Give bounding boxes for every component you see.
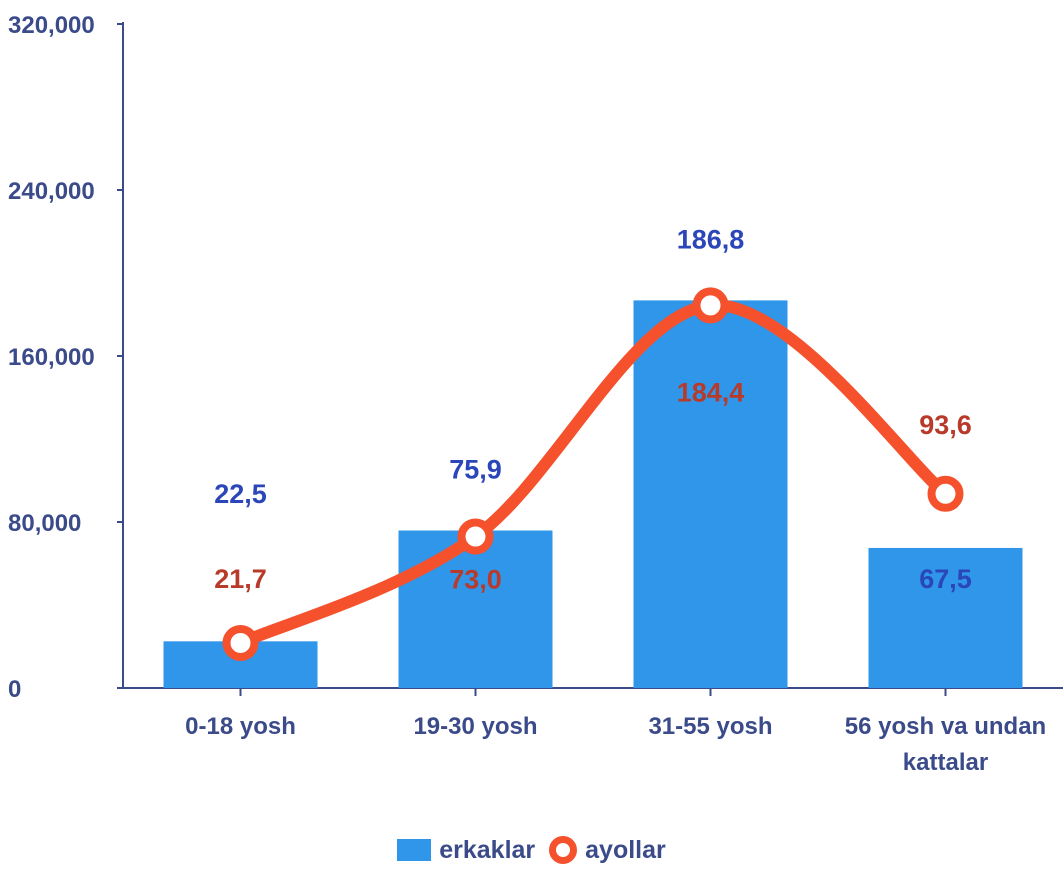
y-tick-label: 80,000 <box>8 510 81 537</box>
x-tick-label: 0-18 yosh <box>185 713 296 740</box>
legend-bar-swatch <box>397 839 432 861</box>
data-label-erkaklar: 67,5 <box>919 564 972 594</box>
point-ayollar <box>457 518 494 555</box>
legend-item-erkaklar[interactable]: erkaklar <box>397 836 535 865</box>
x-tick-label: 19-30 yosh <box>413 713 537 740</box>
y-tick-label: 320,000 <box>8 12 95 39</box>
y-tick-label: 160,000 <box>8 344 95 371</box>
data-label-erkaklar: 186,8 <box>677 224 745 254</box>
line-ayollar <box>234 299 952 649</box>
legend-line-swatch <box>549 836 578 864</box>
legend-label-ayollar: ayollar <box>585 835 666 864</box>
legend-item-ayollar[interactable]: ayollar <box>549 836 666 865</box>
legend: erkaklar ayollar <box>0 830 1063 870</box>
legend-label-erkaklar: erkaklar <box>439 835 536 864</box>
x-tick-label: 56 yosh va undan <box>845 713 1046 740</box>
point-ayollar <box>222 624 259 661</box>
data-label-erkaklar: 75,9 <box>449 455 502 485</box>
y-tick-label: 0 <box>8 676 21 703</box>
data-label-ayollar: 73,0 <box>449 565 502 595</box>
data-label-ayollar: 93,6 <box>919 410 972 440</box>
x-tick-label: kattalar <box>903 749 988 776</box>
data-label-ayollar: 21,7 <box>214 564 267 594</box>
bar-erkaklar <box>633 300 788 688</box>
point-ayollar <box>692 287 729 324</box>
bar-erkaklar <box>868 547 1023 688</box>
data-label-ayollar: 184,4 <box>677 377 745 407</box>
y-tick-label: 240,000 <box>8 178 95 205</box>
x-tick-label: 31-55 yosh <box>648 713 772 740</box>
point-ayollar <box>927 475 964 512</box>
data-label-erkaklar: 22,5 <box>214 479 267 509</box>
bar-erkaklar <box>398 530 553 688</box>
